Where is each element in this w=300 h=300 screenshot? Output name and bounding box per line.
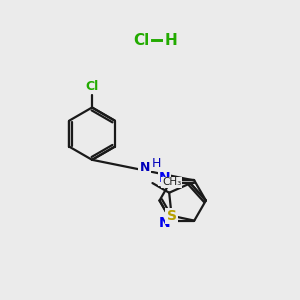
Text: S: S xyxy=(167,209,177,223)
Text: N: N xyxy=(140,161,150,174)
Text: N: N xyxy=(159,216,170,230)
Text: Cl: Cl xyxy=(133,32,149,47)
Text: H: H xyxy=(164,32,177,47)
Text: H: H xyxy=(152,157,161,170)
Text: N: N xyxy=(159,171,170,185)
Text: Cl: Cl xyxy=(85,80,99,93)
Text: CH₃: CH₃ xyxy=(162,178,181,188)
